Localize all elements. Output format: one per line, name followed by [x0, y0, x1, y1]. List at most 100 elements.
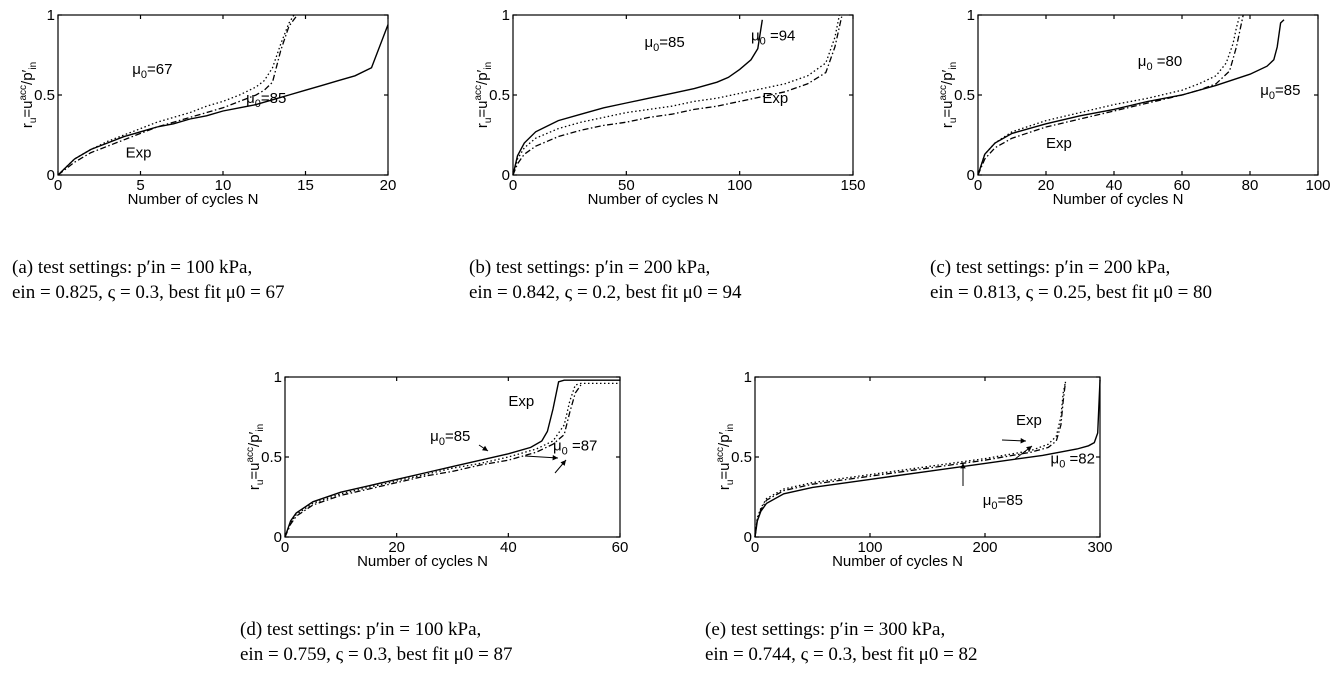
- annotation-arrow: [1001, 438, 1027, 444]
- plot-frame: [284, 376, 621, 538]
- x-axis-label: Number of cycles N: [588, 191, 719, 208]
- chart-svg-d: 0 20 40 60 0 0.5 1 Number of cycles N ru=uacc/p′…: [245, 369, 628, 570]
- series-line-solid: [512, 19, 763, 176]
- series-line-dotted: [977, 14, 1241, 176]
- x-tick-label: 50: [618, 177, 635, 194]
- x-tick-label: 200: [972, 539, 997, 556]
- caption-d-line1: (d) test settings: p′in = 100 kPa,: [240, 619, 482, 640]
- x-tick-label: 15: [297, 177, 314, 194]
- caption-a: (a) test settings: p′in = 100 kPa, ein =…: [12, 255, 285, 305]
- y-tick-label: 0: [47, 167, 55, 184]
- annotation-0: μ0=85: [644, 34, 684, 54]
- x-tick-label: 100: [1305, 177, 1330, 194]
- caption-a-line2: ein = 0.825, ς = 0.3, best fit μ0 = 67: [12, 282, 285, 303]
- caption-c-line1: (c) test settings: p′in = 200 kPa,: [930, 257, 1171, 278]
- x-tick-label: 150: [840, 177, 865, 194]
- annotation-1: μ0=85: [246, 90, 286, 110]
- annotation-arrow: [524, 454, 559, 461]
- x-tick-label: 10: [215, 177, 232, 194]
- x-tick-label: 20: [380, 177, 397, 194]
- series-line-dotted: [512, 14, 841, 176]
- y-tick-label: 0: [744, 529, 752, 546]
- caption-a-line1: (a) test settings: p′in = 100 kPa,: [12, 257, 253, 278]
- series-line-solid: [57, 24, 389, 176]
- series-line-dashdot: [754, 381, 1067, 538]
- y-tick-label: 1: [744, 369, 752, 386]
- annotation-arrow: [960, 463, 966, 486]
- y-tick-label: 0.5: [34, 87, 55, 104]
- caption-c-line2: ein = 0.813, ς = 0.25, best fit μ0 = 80: [930, 282, 1213, 303]
- x-tick-label: 40: [500, 539, 517, 556]
- caption-e-line2: ein = 0.744, ς = 0.3, best fit μ0 = 82: [705, 644, 978, 665]
- x-tick-label: 0: [281, 539, 289, 556]
- chart-svg-a: 0 5 10 15 20 0 0.5 1 Number of cycles N ru=uacc/p…: [18, 7, 396, 208]
- x-tick-label: 100: [857, 539, 882, 556]
- y-tick-label: 1: [502, 7, 510, 24]
- x-tick-label: 5: [136, 177, 144, 194]
- x-tick-label: 60: [1174, 177, 1191, 194]
- plot-frame: [754, 376, 1101, 538]
- caption-e: (e) test settings: p′in = 300 kPa, ein =…: [705, 617, 978, 667]
- chart-b: 0 50 100 150 0 0.5 1 Number of cycles N ru=uacc/…: [473, 7, 866, 208]
- y-tick-label: 0.5: [489, 87, 510, 104]
- y-axis-label: ru=uacc/p′in: [715, 424, 736, 490]
- chart-a: 0 5 10 15 20 0 0.5 1 Number of cycles N ru=uacc/p…: [18, 7, 396, 208]
- x-axis-label: Number of cycles N: [357, 553, 488, 570]
- y-axis-label: ru=uacc/p′in: [938, 62, 959, 128]
- chart-panel-a: 0 5 10 15 20 0 0.5 1 Number of cycles N ru=uacc/p…: [0, 0, 400, 225]
- x-axis-label: Number of cycles N: [128, 191, 259, 208]
- chart-panel-b: 0 50 100 150 0 0.5 1 Number of cycles N ru=uacc/…: [455, 0, 875, 225]
- x-tick-label: 40: [1106, 177, 1123, 194]
- annotation-0: μ0=67: [132, 61, 172, 81]
- chart-panel-d: 0 20 40 60 0 0.5 1 Number of cycles N ru=uacc/p′…: [225, 360, 645, 585]
- y-tick-label: 0: [967, 167, 975, 184]
- x-tick-label: 300: [1087, 539, 1112, 556]
- caption-e-line1: (e) test settings: p′in = 300 kPa,: [705, 619, 946, 640]
- x-tick-label: 0: [974, 177, 982, 194]
- x-tick-label: 0: [54, 177, 62, 194]
- y-tick-label: 1: [47, 7, 55, 24]
- x-axis-label: Number of cycles N: [1053, 191, 1184, 208]
- annotation-1: μ0 =87: [553, 438, 597, 458]
- y-axis-label: ru=uacc/p′in: [18, 62, 39, 128]
- caption-b-line2: ein = 0.842, ς = 0.2, best fit μ0 = 94: [469, 282, 742, 303]
- chart-panel-c: 0 20 40 60 80 100 0 0.5 1 Number of cycles N ru=ua…: [925, 0, 1343, 225]
- x-tick-label: 0: [509, 177, 517, 194]
- y-tick-label: 0: [274, 529, 282, 546]
- x-tick-label: 60: [612, 539, 629, 556]
- series-line-dashdot: [977, 14, 1244, 176]
- chart-svg-c: 0 20 40 60 80 100 0 0.5 1 Number of cycles N ru=ua…: [938, 7, 1331, 208]
- series-line-dashdot: [512, 16, 843, 176]
- series-line-dashdot: [57, 14, 298, 176]
- y-axis-label: ru=uacc/p′in: [473, 62, 494, 128]
- chart-svg-e: 0 100 200 300 0 0.5 1 Number of cycles N ru=uacc…: [715, 369, 1113, 570]
- x-tick-label: 0: [751, 539, 759, 556]
- y-tick-label: 0.5: [954, 87, 975, 104]
- caption-b-line1: (b) test settings: p′in = 200 kPa,: [469, 257, 711, 278]
- plot-frame: [57, 14, 389, 176]
- chart-d: 0 20 40 60 0 0.5 1 Number of cycles N ru=uacc/p′…: [245, 369, 628, 570]
- series-line-dashdot: [284, 384, 582, 538]
- series-line-solid: [754, 380, 1101, 538]
- caption-d: (d) test settings: p′in = 100 kPa, ein =…: [240, 617, 513, 667]
- series-line-dotted: [754, 381, 1067, 538]
- x-tick-label: 80: [1242, 177, 1259, 194]
- y-tick-label: 1: [274, 369, 282, 386]
- annotation-2: Exp: [508, 393, 534, 410]
- x-axis-label: Number of cycles N: [832, 553, 963, 570]
- series-line-dotted: [57, 14, 295, 176]
- caption-d-line2: ein = 0.759, ς = 0.3, best fit μ0 = 87: [240, 644, 513, 665]
- annotation-arrow: [1014, 445, 1033, 460]
- annotation-2: Exp: [1016, 412, 1042, 429]
- x-tick-label: 20: [1038, 177, 1055, 194]
- series-line-dotted: [284, 382, 620, 538]
- annotation-1: μ0 =94: [751, 28, 795, 48]
- annotation-1: μ0 =82: [1051, 450, 1095, 470]
- y-tick-label: 1: [967, 7, 975, 24]
- annotation-0: μ0=85: [430, 428, 470, 448]
- annotation-2: Exp: [762, 90, 788, 107]
- annotation-0: μ0 =80: [1138, 53, 1182, 73]
- annotation-2: Exp: [126, 144, 152, 161]
- y-tick-label: 0.5: [731, 449, 752, 466]
- chart-svg-b: 0 50 100 150 0 0.5 1 Number of cycles N ru=uacc/…: [473, 7, 866, 208]
